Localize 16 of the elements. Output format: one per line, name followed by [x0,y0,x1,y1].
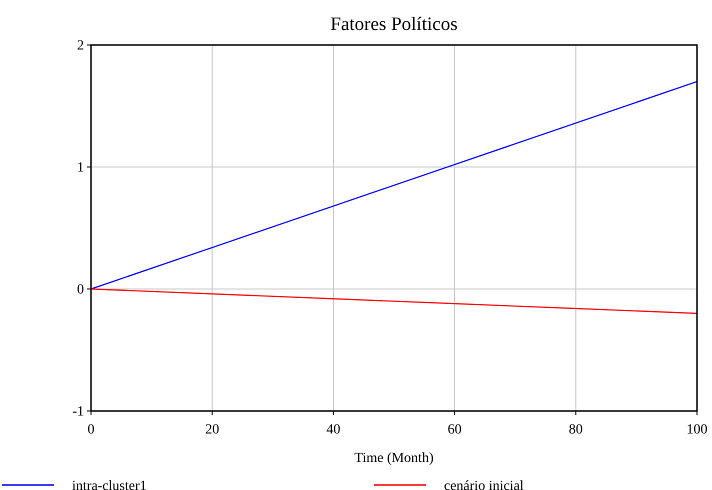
x-tick-label: 60 [448,422,462,438]
x-tick-label: 100 [686,422,708,438]
line-series [90,288,698,314]
x-axis-title: Time (Month) [354,451,434,466]
x-tick-label: 80 [568,422,583,438]
chart-title: Fatores Políticos [330,14,458,35]
legend-label: intra-cluster1 [72,479,147,490]
y-tick-label: 2 [77,38,84,54]
y-tick-label: 1 [77,160,84,176]
x-tick-label: 20 [205,422,220,438]
x-tick-label: 0 [88,422,94,438]
y-tick-label: -1 [72,404,84,420]
legend-label: cenário inicial [444,479,524,490]
y-tick-label: 0 [77,282,84,298]
line-series [90,81,698,290]
x-tick-label: 40 [326,422,340,438]
